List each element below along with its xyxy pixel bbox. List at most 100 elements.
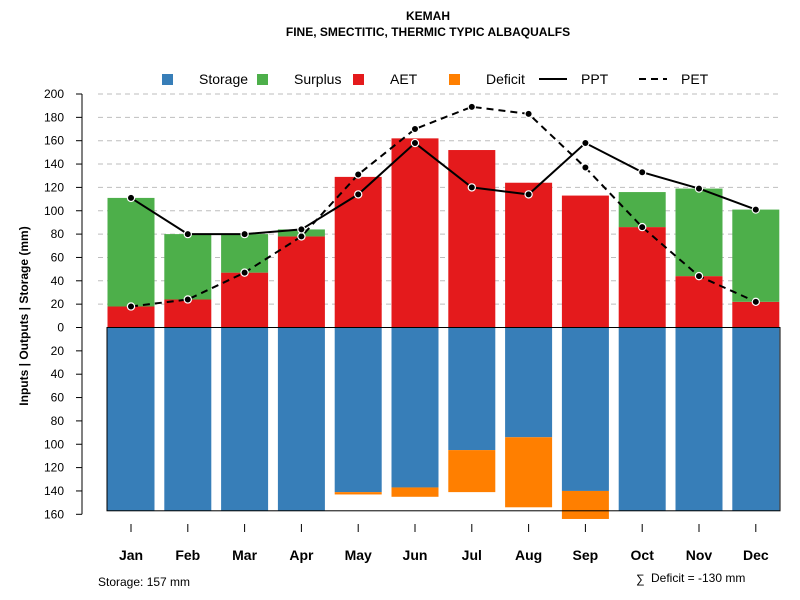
deficit-bar: [561, 490, 609, 519]
storage-annotation: Storage: 157 mm: [98, 575, 190, 589]
storage-bar: [164, 327, 212, 511]
pet-point: [524, 109, 533, 119]
aet-bar: [277, 236, 325, 328]
axes: 2001801601401201008060402002040608010012…: [44, 87, 769, 563]
deficit-bar: [448, 450, 496, 493]
surplus-bar: [221, 234, 269, 273]
aet-bar: [561, 195, 609, 328]
x-tick-label: Jan: [119, 547, 143, 563]
ppt-point: [183, 229, 192, 239]
x-tick-label: Aug: [515, 547, 542, 563]
gridlines: [98, 93, 780, 305]
storage-bar: [561, 327, 609, 491]
pet-point: [581, 163, 590, 172]
storage-bar: [221, 327, 269, 511]
x-tick-label: Sep: [573, 547, 599, 563]
aet-bar: [334, 176, 382, 328]
pet-point: [467, 102, 476, 112]
y-tick-label: 0: [57, 321, 64, 335]
chart-title: KEMAH: [406, 9, 450, 23]
pet-line: [130, 105, 757, 308]
y-tick-label: 120: [44, 180, 64, 194]
storage-bar: [448, 327, 496, 451]
pet-point: [297, 232, 306, 241]
y-tick-label: 120: [44, 461, 64, 475]
legend-storage-label: Storage: [199, 71, 248, 87]
legend-storage-swatch: [162, 74, 173, 85]
aet-bar: [448, 150, 496, 328]
legend-aet-swatch: [353, 74, 364, 85]
y-tick-label: 60: [51, 391, 65, 405]
storage-bar: [107, 327, 155, 511]
surplus-bar: [107, 197, 155, 307]
deficit-bar: [505, 437, 553, 508]
y-tick-label: 60: [51, 250, 65, 264]
x-tick-label: Nov: [686, 547, 713, 563]
surplus-bar: [618, 192, 666, 228]
ppt-point: [297, 225, 306, 234]
y-tick-label: 20: [51, 297, 65, 311]
y-tick-label: 80: [51, 414, 65, 428]
storage-bar: [277, 327, 325, 511]
ppt-point: [751, 205, 761, 214]
surplus-bar: [164, 234, 212, 300]
ppt-point: [410, 138, 420, 148]
y-tick-label: 40: [51, 274, 65, 288]
y-tick-label: 160: [44, 507, 64, 521]
y-tick-label: 20: [51, 344, 65, 358]
x-tick-label: Apr: [289, 547, 314, 563]
pet-point: [126, 302, 136, 311]
x-tick-label: May: [345, 547, 372, 563]
legend: Storage Surplus AET Deficit PPT PET: [162, 71, 709, 87]
aet-bar: [107, 306, 155, 328]
deficit-annotation: Deficit = -130 mm: [651, 571, 745, 585]
y-tick-label: 100: [44, 437, 64, 451]
legend-surplus-swatch: [257, 74, 268, 85]
x-tick-label: Dec: [743, 547, 769, 563]
storage-bar: [334, 327, 382, 493]
pet-point: [410, 124, 420, 134]
pet-point: [183, 295, 192, 304]
x-tick-label: Jun: [403, 547, 428, 563]
aet-bar: [505, 182, 553, 328]
x-tick-label: Mar: [232, 547, 257, 563]
surplus-bar: [732, 209, 780, 302]
ppt-point: [467, 183, 476, 192]
y-tick-label: 200: [44, 87, 64, 101]
aet-bar: [732, 301, 780, 328]
ppt-point: [126, 193, 136, 203]
aet-bar: [391, 138, 439, 328]
storage-bar: [391, 327, 439, 488]
legend-surplus-label: Surplus: [294, 71, 341, 87]
ppt-point: [581, 138, 590, 148]
pet-point: [354, 170, 363, 179]
legend-aet-label: AET: [390, 71, 418, 87]
pet-point: [751, 297, 761, 307]
y-tick-label: 140: [44, 484, 64, 498]
legend-deficit-label: Deficit: [486, 71, 525, 87]
legend-deficit-swatch: [449, 74, 460, 85]
y-tick-label: 40: [51, 367, 65, 381]
y-tick-label: 160: [44, 134, 64, 148]
legend-ppt-label: PPT: [581, 71, 609, 87]
y-tick-label: 80: [51, 227, 65, 241]
ppt-point: [240, 229, 249, 239]
storage-bar: [505, 327, 553, 438]
ppt-point: [524, 190, 533, 199]
aet-bar: [164, 299, 212, 328]
bars: [107, 138, 780, 519]
x-tick-label: Jul: [462, 547, 482, 563]
y-axis-label: Inputs | Outputs | Storage (mm): [17, 226, 31, 405]
pet-point: [638, 222, 647, 232]
aet-bar: [618, 227, 666, 328]
ppt-line: [130, 141, 757, 236]
legend-pet-label: PET: [681, 71, 709, 87]
ppt-point: [354, 190, 363, 199]
x-tick-label: Feb: [175, 547, 200, 563]
lines: [106, 102, 781, 512]
storage-bar: [618, 327, 666, 511]
pet-point: [240, 268, 249, 277]
storage-capacity-box: [106, 327, 781, 512]
x-tick-label: Oct: [631, 547, 655, 563]
